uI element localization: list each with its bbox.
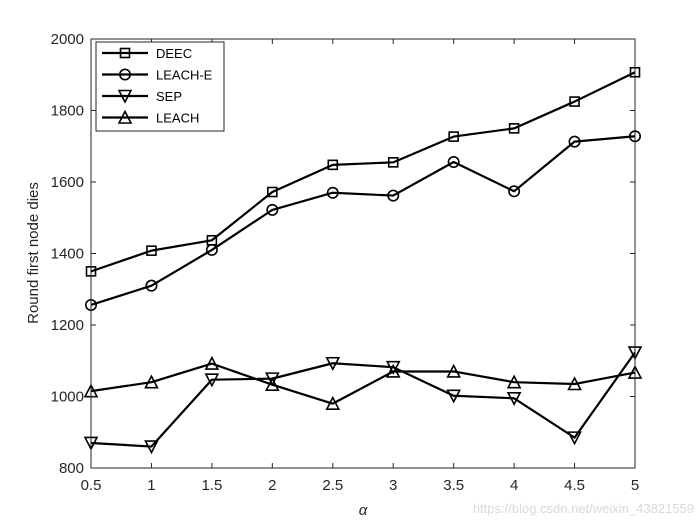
y-tick-label: 2000 [51,31,84,48]
data-point [265,372,280,387]
data-point [267,186,278,198]
legend-label: LEACH-E [156,68,213,83]
data-point [506,391,522,407]
series-sep [83,346,643,455]
data-point [146,245,157,256]
x-tick-label: 4.5 [564,477,585,494]
series-leach [83,355,643,410]
data-point [145,279,158,292]
legend-marker [117,109,133,124]
data-point [144,374,159,389]
data-point [508,185,521,198]
legend-box [95,41,225,132]
legend-label: DEEC [156,46,192,61]
y-axis-label: Round first node dies [25,182,42,324]
x-tick-label: 2.5 [322,477,343,494]
legend-label: LEACH [156,111,199,126]
data-point [325,356,341,371]
series-leach-e [85,130,641,311]
data-point [385,363,401,378]
data-point [387,157,399,168]
series-line-leach [90,362,636,405]
x-tick-label: 1 [147,477,155,494]
data-point [569,96,580,107]
tick-labels: 0.5 1 1.5 2 2.5 3 3.5 4 4.5 5 800 1000 1200 1400 1600 1… [51,31,640,494]
x-tick-label: 3 [389,477,397,494]
watermark-text: https://blog.csdn.net/weixin_43821559 [473,501,694,516]
x-tick-label: 1.5 [201,477,222,494]
data-point [385,360,401,375]
y-tick-label: 1200 [51,317,84,334]
data-point [447,155,460,168]
data-point [508,123,520,134]
data-point [446,389,461,404]
x-tick-label: 0.5 [81,477,102,494]
axes [90,38,636,469]
data-point [266,203,279,216]
data-point [567,431,582,446]
legend-marker [117,89,133,104]
series-line-leach-e [90,135,636,307]
x-tick-label: 2 [268,477,276,494]
data-point [327,159,339,171]
legend-entry: DEEC [102,46,192,61]
data-point [265,376,280,392]
data-point [144,440,159,455]
series-line-deec [90,71,636,273]
data-point [567,376,582,391]
data-point [446,363,461,378]
x-tick-label: 4 [510,477,518,494]
y-tick-label: 1800 [51,103,84,120]
y-tick-label: 1400 [51,246,84,263]
y-tick-label: 800 [59,460,84,477]
series-layer [83,66,643,455]
data-point [204,373,220,388]
legend-entry: LEACH [102,109,199,126]
legend-entry: SEP [102,89,182,104]
legend-marker [119,68,132,81]
data-point [325,395,341,410]
series-line-sep [90,351,636,448]
y-tick-label: 1600 [51,174,84,191]
legend-entry: LEACH-E [102,68,213,83]
legend: DEEC LEACH-E SEP LEACH [95,41,225,132]
data-point [448,131,459,142]
y-tick-label: 1000 [51,389,84,406]
data-point [326,186,339,199]
data-point [387,189,400,202]
legend-marker [119,47,131,59]
legend-label: SEP [156,89,182,104]
x-tick-label: 3.5 [443,477,464,494]
x-axis-label: α [359,502,368,519]
data-point [205,243,218,256]
data-point [506,374,522,389]
data-point [204,355,220,370]
x-tick-label: 5 [631,477,639,494]
data-point [568,135,581,148]
